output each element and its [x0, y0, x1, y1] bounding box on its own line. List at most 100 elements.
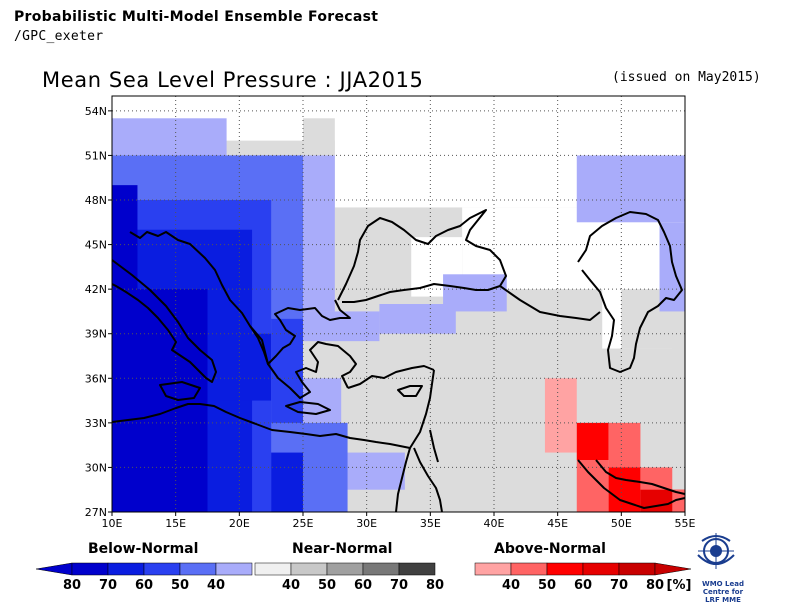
lon-tick-label: 10E	[102, 517, 123, 530]
legend-bars	[35, 562, 692, 576]
lat-tick-label: 27N	[85, 506, 107, 519]
legend-label-near: 50	[317, 578, 337, 593]
map-title: Mean Sea Level Pressure : JJA2015	[42, 68, 424, 92]
lat-tick-label: 39N	[85, 328, 107, 341]
legend-label-above: 50	[537, 578, 557, 593]
coast-greece	[249, 325, 357, 399]
probability-cell	[303, 378, 342, 423]
legend-label-below: 40	[206, 578, 226, 593]
lat-tick-label: 45N	[85, 239, 107, 252]
legend-near-bar	[254, 562, 436, 576]
lon-tick-label: 45E	[547, 517, 568, 530]
legend-label-below: 50	[170, 578, 190, 593]
legend-swatch	[582, 562, 620, 576]
coast-red-sea	[395, 447, 411, 512]
lat-tick-label: 48N	[85, 194, 107, 207]
coast-italy	[112, 259, 217, 383]
legend-swatch	[254, 562, 292, 576]
probability-cell	[112, 185, 138, 512]
probability-cell	[207, 333, 272, 401]
probability-cell	[341, 452, 405, 490]
wmo-logo-icon	[697, 533, 735, 569]
legend-swatch	[474, 562, 512, 576]
coast-sinai	[413, 447, 443, 512]
lat-tick-label: 51N	[85, 149, 107, 162]
legend-near-title: Near-Normal	[292, 541, 393, 557]
legend-swatch	[179, 562, 217, 576]
legend-swatch	[398, 562, 436, 576]
probability-cell	[544, 378, 577, 453]
coast-levant-egypt	[112, 369, 435, 449]
legend-label-above: 40	[501, 578, 521, 593]
legend-unit: [%]	[666, 578, 692, 593]
lon-tick-label: 55E	[675, 517, 696, 530]
coast-cyprus	[397, 385, 423, 397]
legend-arrow-left	[35, 562, 73, 576]
lon-tick-label: 15E	[165, 517, 186, 530]
legend-swatch	[510, 562, 548, 576]
border-east	[499, 285, 601, 321]
legend-below-bar	[35, 562, 253, 576]
coast-turkey-south	[347, 365, 435, 389]
lon-tick-label: 25E	[293, 517, 314, 530]
probability-cell	[608, 422, 641, 468]
coast-gulf-north	[595, 459, 685, 495]
legend-swatch	[107, 562, 145, 576]
lat-tick-label: 33N	[85, 417, 107, 430]
lat-tick-label: 42N	[85, 283, 107, 296]
legend-swatch	[290, 562, 328, 576]
legend-above-bar	[474, 562, 692, 576]
legend-label-near: 40	[281, 578, 301, 593]
legend-label-above: 70	[609, 578, 629, 593]
lon-tick-label: 20E	[229, 517, 250, 530]
lon-tick-label: 30E	[356, 517, 377, 530]
probability-cells	[112, 96, 685, 512]
coast-caspian	[577, 211, 683, 373]
legend-label-above: 60	[573, 578, 593, 593]
legend-label-below: 80	[62, 578, 82, 593]
legend-swatch	[71, 562, 109, 576]
legend-swatch	[326, 562, 364, 576]
map-grid	[112, 96, 685, 512]
legend-label-near: 60	[353, 578, 373, 593]
lon-tick-label: 40E	[484, 517, 505, 530]
coast-crete	[285, 401, 331, 415]
legend-arrow-right	[654, 562, 692, 576]
legend-label-near: 70	[389, 578, 409, 593]
map-axes: 10E 15E 20E 25E 30E 35E 40E 45E 50E 55E 27N 30N 33N 3…	[85, 105, 696, 530]
legend-swatch	[618, 562, 656, 576]
legend-swatch	[362, 562, 400, 576]
probability-cell	[576, 422, 609, 460]
probability-cell	[672, 489, 685, 512]
probability-cell	[271, 452, 303, 512]
probability-cell	[303, 118, 335, 156]
probability-cell	[379, 304, 456, 334]
header-title: Probabilistic Multi-Model Ensemble Forec…	[14, 9, 379, 25]
probability-cell	[296, 311, 380, 342]
wmo-logo-text: WMO Lead Centre for LRF MME	[701, 580, 745, 604]
legend-label-above: 80	[645, 578, 665, 593]
header-subtitle: /GPC_exeter	[14, 29, 104, 44]
issued-date: (issued on May2015)	[612, 70, 761, 85]
probability-cell	[112, 118, 227, 156]
legend-swatch	[143, 562, 181, 576]
lon-tick-label: 35E	[420, 517, 441, 530]
coast-adriatic	[129, 231, 351, 365]
coast-sicily	[159, 381, 201, 401]
lat-tick-label: 36N	[85, 372, 107, 385]
legend-label-near: 80	[425, 578, 445, 593]
legend-below-title: Below-Normal	[88, 541, 199, 557]
coastlines	[112, 209, 685, 512]
lat-tick-label: 30N	[85, 461, 107, 474]
coast-black-sea	[337, 209, 507, 303]
map-frame	[111, 95, 686, 513]
legend-label-below: 60	[134, 578, 154, 593]
legend-swatch	[215, 562, 253, 576]
legend-swatch	[546, 562, 584, 576]
lat-tick-label: 54N	[85, 105, 107, 118]
legend-above-title: Above-Normal	[494, 541, 606, 557]
probability-cell	[659, 222, 685, 312]
legend-label-below: 70	[98, 578, 118, 593]
lon-tick-label: 50E	[611, 517, 632, 530]
